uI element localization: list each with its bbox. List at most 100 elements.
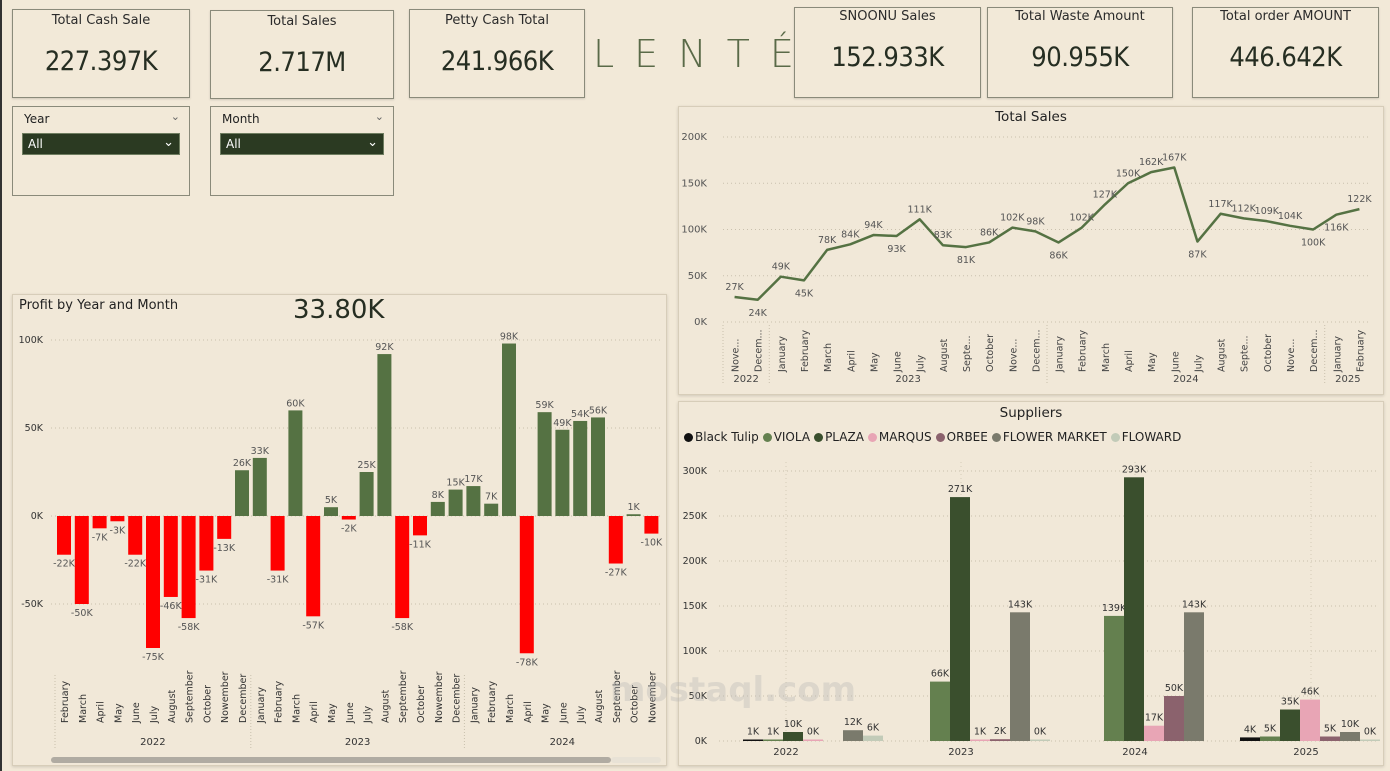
legend-item[interactable]: PLAZA (814, 430, 864, 444)
x-tick-label: April (523, 701, 534, 723)
data-label: 83K (934, 230, 953, 241)
profit-bar (235, 470, 249, 516)
brand-logo: LENTÉ (593, 32, 814, 76)
data-label: 112K (1232, 203, 1257, 214)
data-label: -13K (213, 543, 236, 554)
kpi-card-petty-cash-total: Petty Cash Total 241.966K (409, 9, 585, 98)
profit-headline-value: 33.80K (293, 295, 385, 325)
profit-bar (341, 516, 356, 520)
data-label: 35K (1281, 697, 1300, 708)
supplier-bar (1030, 739, 1050, 741)
data-label: -46K (160, 601, 183, 612)
data-label: 10K (1341, 719, 1360, 730)
data-label: 46K (1301, 687, 1320, 698)
supplier-bar (843, 730, 863, 741)
chart-title: Suppliers (999, 405, 1063, 421)
legend-label: FLOWARD (1121, 430, 1182, 444)
profit-bar (395, 516, 410, 619)
year-slicer-label: Year (24, 112, 50, 126)
y-tick-label: 100K (19, 335, 44, 346)
year-dropdown[interactable]: All ⌄ (22, 133, 180, 155)
profit-bar (270, 516, 285, 571)
legend-item[interactable]: ORBEE (935, 430, 988, 444)
x-tick-label: May (869, 352, 880, 372)
data-label: -2K (341, 524, 357, 535)
profit-bar (448, 489, 463, 516)
year-group-label: 2024 (550, 737, 575, 748)
year-group-label: 2023 (895, 374, 920, 385)
data-label: 25K (357, 460, 376, 471)
data-label: 1K (974, 727, 987, 738)
data-label: 139K (1102, 603, 1127, 614)
x-tick-label: October (416, 685, 427, 723)
x-tick-label: 2022 (773, 747, 798, 758)
x-tick-label: May (327, 703, 338, 723)
supplier-bar (803, 739, 823, 741)
legend-item[interactable]: FLOWER MARKET (991, 430, 1107, 444)
profit-bar (92, 516, 107, 529)
data-label: 167K (1162, 153, 1187, 164)
x-tick-label: 2025 (1293, 747, 1318, 758)
x-tick-label: September (612, 670, 623, 723)
total-sales-chart-panel: Total Sales 0K 50K 100K 150K 200K 27K Nove... 2… (678, 106, 1384, 395)
x-tick-label: January (469, 687, 480, 724)
y-tick-label: 200K (683, 556, 708, 567)
kpi-value: 90.955K (1031, 42, 1129, 73)
chevron-down-icon[interactable]: ⌄ (170, 110, 180, 123)
data-label: 4K (1244, 724, 1257, 735)
data-label: -31K (267, 575, 290, 586)
data-label: 26K (233, 458, 252, 469)
data-label: 8K (432, 490, 445, 501)
legend-item[interactable]: FLOWARD (1110, 430, 1182, 444)
data-label: -22K (53, 559, 76, 570)
data-label: 45K (795, 288, 814, 299)
data-label: 54K (571, 409, 590, 420)
chevron-down-icon[interactable]: ⌄ (374, 110, 384, 123)
x-tick-label: April (309, 701, 320, 723)
x-tick-label: August (939, 338, 950, 372)
suppliers-bar-chart: 0K 50K 100K 150K 200K 250K 300K 1K 1K 10K 0K 12K 6K 2… (683, 462, 1380, 758)
legend-dot-icon (814, 433, 824, 442)
profit-bar (644, 516, 659, 534)
legend-item[interactable]: Black Tulip (684, 430, 759, 444)
data-label: 60K (286, 398, 305, 409)
legend-item[interactable]: MARQUS (867, 430, 932, 444)
legend-item[interactable]: VIOLA (762, 430, 810, 444)
data-label: 92K (375, 342, 394, 353)
data-label: 98K (1026, 216, 1045, 227)
chevron-down-icon: ⌄ (163, 135, 174, 150)
data-label: -50K (71, 608, 94, 619)
data-label: 86K (1049, 250, 1068, 261)
y-tick-label: 50K (688, 271, 708, 282)
data-label: 93K (887, 244, 906, 255)
x-tick-label: April (1124, 350, 1135, 372)
supplier-bar (950, 497, 970, 741)
profit-bar (163, 516, 178, 597)
legend-label: ORBEE (946, 430, 988, 444)
data-label: 104K (1278, 211, 1303, 222)
y-tick-label: 150K (681, 178, 707, 189)
supplier-bar (1144, 725, 1164, 741)
profit-bar (591, 417, 605, 516)
data-label: 94K (864, 220, 883, 231)
y-tick-label: 200K (681, 132, 707, 143)
data-label: 87K (1188, 250, 1207, 261)
x-tick-label: May (541, 703, 552, 723)
profit-bar (306, 516, 321, 617)
x-tick-label: January (256, 687, 267, 724)
data-label: 271K (948, 484, 973, 495)
month-dropdown[interactable]: All ⌄ (220, 133, 384, 155)
data-label: 50K (1165, 683, 1184, 694)
x-tick-label: April (96, 701, 107, 723)
sales-line (734, 166, 1360, 302)
x-tick-label: March (78, 694, 89, 723)
x-tick-label: June (893, 351, 904, 373)
x-tick-label: February (60, 681, 71, 723)
supplier-bar (1184, 612, 1204, 741)
supplier-bar (763, 739, 783, 741)
data-label: 27K (725, 282, 744, 293)
supplier-bar (1124, 477, 1144, 741)
legend-dot-icon (1110, 433, 1120, 442)
horizontal-scrollbar[interactable] (51, 757, 611, 763)
x-tick-label: July (1193, 355, 1204, 373)
